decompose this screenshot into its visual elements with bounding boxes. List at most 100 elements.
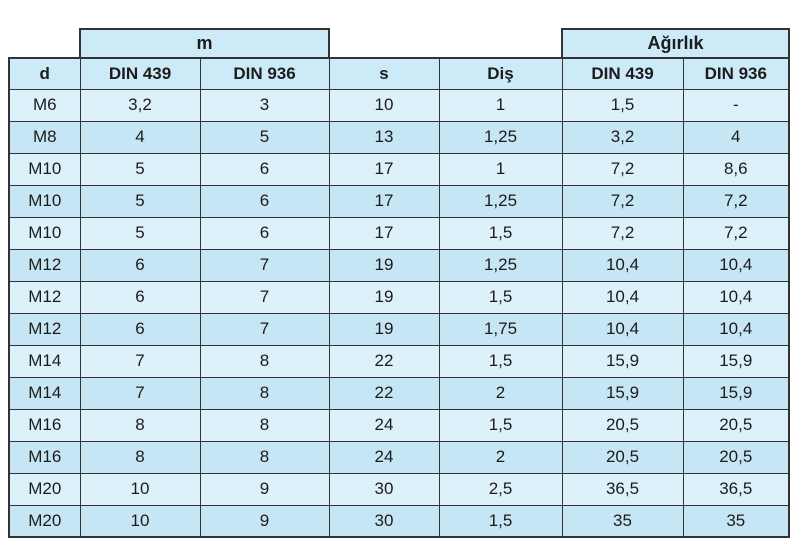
table-cell: 1,5 [438,344,563,378]
column-header-weight-din439: DIN 439 [561,57,684,90]
table-cell: 20,5 [561,440,684,474]
table-cell: M10 [8,216,81,250]
group-header-row: m Ağırlık [9,28,791,59]
table-cell: 7 [199,248,330,282]
group-header-m: m [78,28,331,59]
table-cell: 5 [79,216,201,250]
table-cell: 8 [199,344,330,378]
header-gap-d [9,29,80,58]
table-cell: 1 [438,88,563,122]
table-row: M16 8 8 24 1,5 20,5 20,5 [8,408,791,442]
table-cell: 7 [79,344,201,378]
table-cell: 8 [79,440,201,474]
table-cell: 35 [682,504,791,538]
table-cell: M10 [8,184,81,218]
table-cell: 24 [328,408,440,442]
table-cell: 8 [199,440,330,474]
table-cell: 1,5 [438,504,563,538]
table-cell: 10,4 [561,248,684,282]
table-cell: 13 [328,120,440,154]
table-cell: 5 [79,152,201,186]
table-cell: 3,2 [561,120,684,154]
table-cell: 19 [328,248,440,282]
table-cell: 35 [561,504,684,538]
table-row: M16 8 8 24 2 20,5 20,5 [8,440,791,474]
table-row: M8 4 5 13 1,25 3,2 4 [8,120,791,154]
column-header-dis: Diş [438,57,563,90]
table-cell: 5 [79,184,201,218]
table-cell: M12 [8,280,81,314]
table-cell: 7 [199,312,330,346]
table-cell: 9 [199,472,330,506]
table-cell: 10 [79,504,201,538]
table-cell: 5 [199,120,330,154]
column-header-m-din439: DIN 439 [79,57,201,90]
table-cell: 22 [328,376,440,410]
table-cell: 24 [328,440,440,474]
table-cell: 17 [328,152,440,186]
table-cell: 1,25 [438,184,563,218]
table-row: M10 5 6 17 1,5 7,2 7,2 [8,216,791,250]
column-header-s: s [328,57,440,90]
table-cell: 7,2 [682,216,791,250]
table-cell: 36,5 [682,472,791,506]
table-cell: 3 [199,88,330,122]
column-header-weight-din936: DIN 936 [682,57,791,90]
table-cell: 10,4 [682,280,791,314]
table-cell: 6 [79,312,201,346]
column-header-m-din936: DIN 936 [199,57,330,90]
table-cell: 7 [79,376,201,410]
table-cell: 36,5 [561,472,684,506]
table-cell: 10 [79,472,201,506]
table-cell: 30 [328,504,440,538]
table-cell: M12 [8,312,81,346]
table-cell: 10,4 [682,312,791,346]
table-cell: 4 [682,120,791,154]
table-cell: 1,5 [438,280,563,314]
table-cell: 2 [438,376,563,410]
table-cell: 10 [328,88,440,122]
table-row: M20 10 9 30 2,5 36,5 36,5 [8,472,791,506]
table-cell: 20,5 [682,408,791,442]
header-gap-dis [439,29,562,58]
table-cell: 19 [328,280,440,314]
table-cell: 2 [438,440,563,474]
table-cell: 6 [79,280,201,314]
table-cell: 1,25 [438,120,563,154]
table-cell: 1,5 [438,216,563,250]
table-cell: 4 [79,120,201,154]
table-cell: 19 [328,312,440,346]
table-cell: M14 [8,376,81,410]
table-cell: 7,2 [561,216,684,250]
table-cell: 30 [328,472,440,506]
table-cell: M8 [8,120,81,154]
table-cell: 15,9 [561,376,684,410]
table-cell: 10,4 [561,280,684,314]
table-cell: 7,2 [561,184,684,218]
table-cell: 8 [79,408,201,442]
table-cell: 7,2 [561,152,684,186]
table-cell: M6 [8,88,81,122]
table-cell: 7,2 [682,184,791,218]
din-nut-spec-table: m Ağırlık d DIN 439 DIN 936 s Diş DIN 43… [8,28,791,538]
table-cell: M12 [8,248,81,282]
table-cell: 17 [328,184,440,218]
table-row: M12 6 7 19 1,25 10,4 10,4 [8,248,791,282]
group-header-weight: Ağırlık [561,28,791,59]
table-cell: 1 [438,152,563,186]
table-cell: 10,4 [682,248,791,282]
table-cell: M20 [8,472,81,506]
table-cell: - [682,88,791,122]
table-cell: M14 [8,344,81,378]
table-cell: 8 [199,376,330,410]
table-cell: M20 [8,504,81,538]
table-row: M6 3,2 3 10 1 1,5- [8,88,791,122]
table-row: M14 7 8 22 1,5 15,9 15,9 [8,344,791,378]
table-cell: 1,5 [561,88,684,122]
table-cell: 20,5 [561,408,684,442]
table-cell: 1,5 [438,408,563,442]
table-row: M20 10 9 30 1,5 35 35 [8,504,791,538]
table-cell: 10,4 [561,312,684,346]
table-cell: 15,9 [561,344,684,378]
